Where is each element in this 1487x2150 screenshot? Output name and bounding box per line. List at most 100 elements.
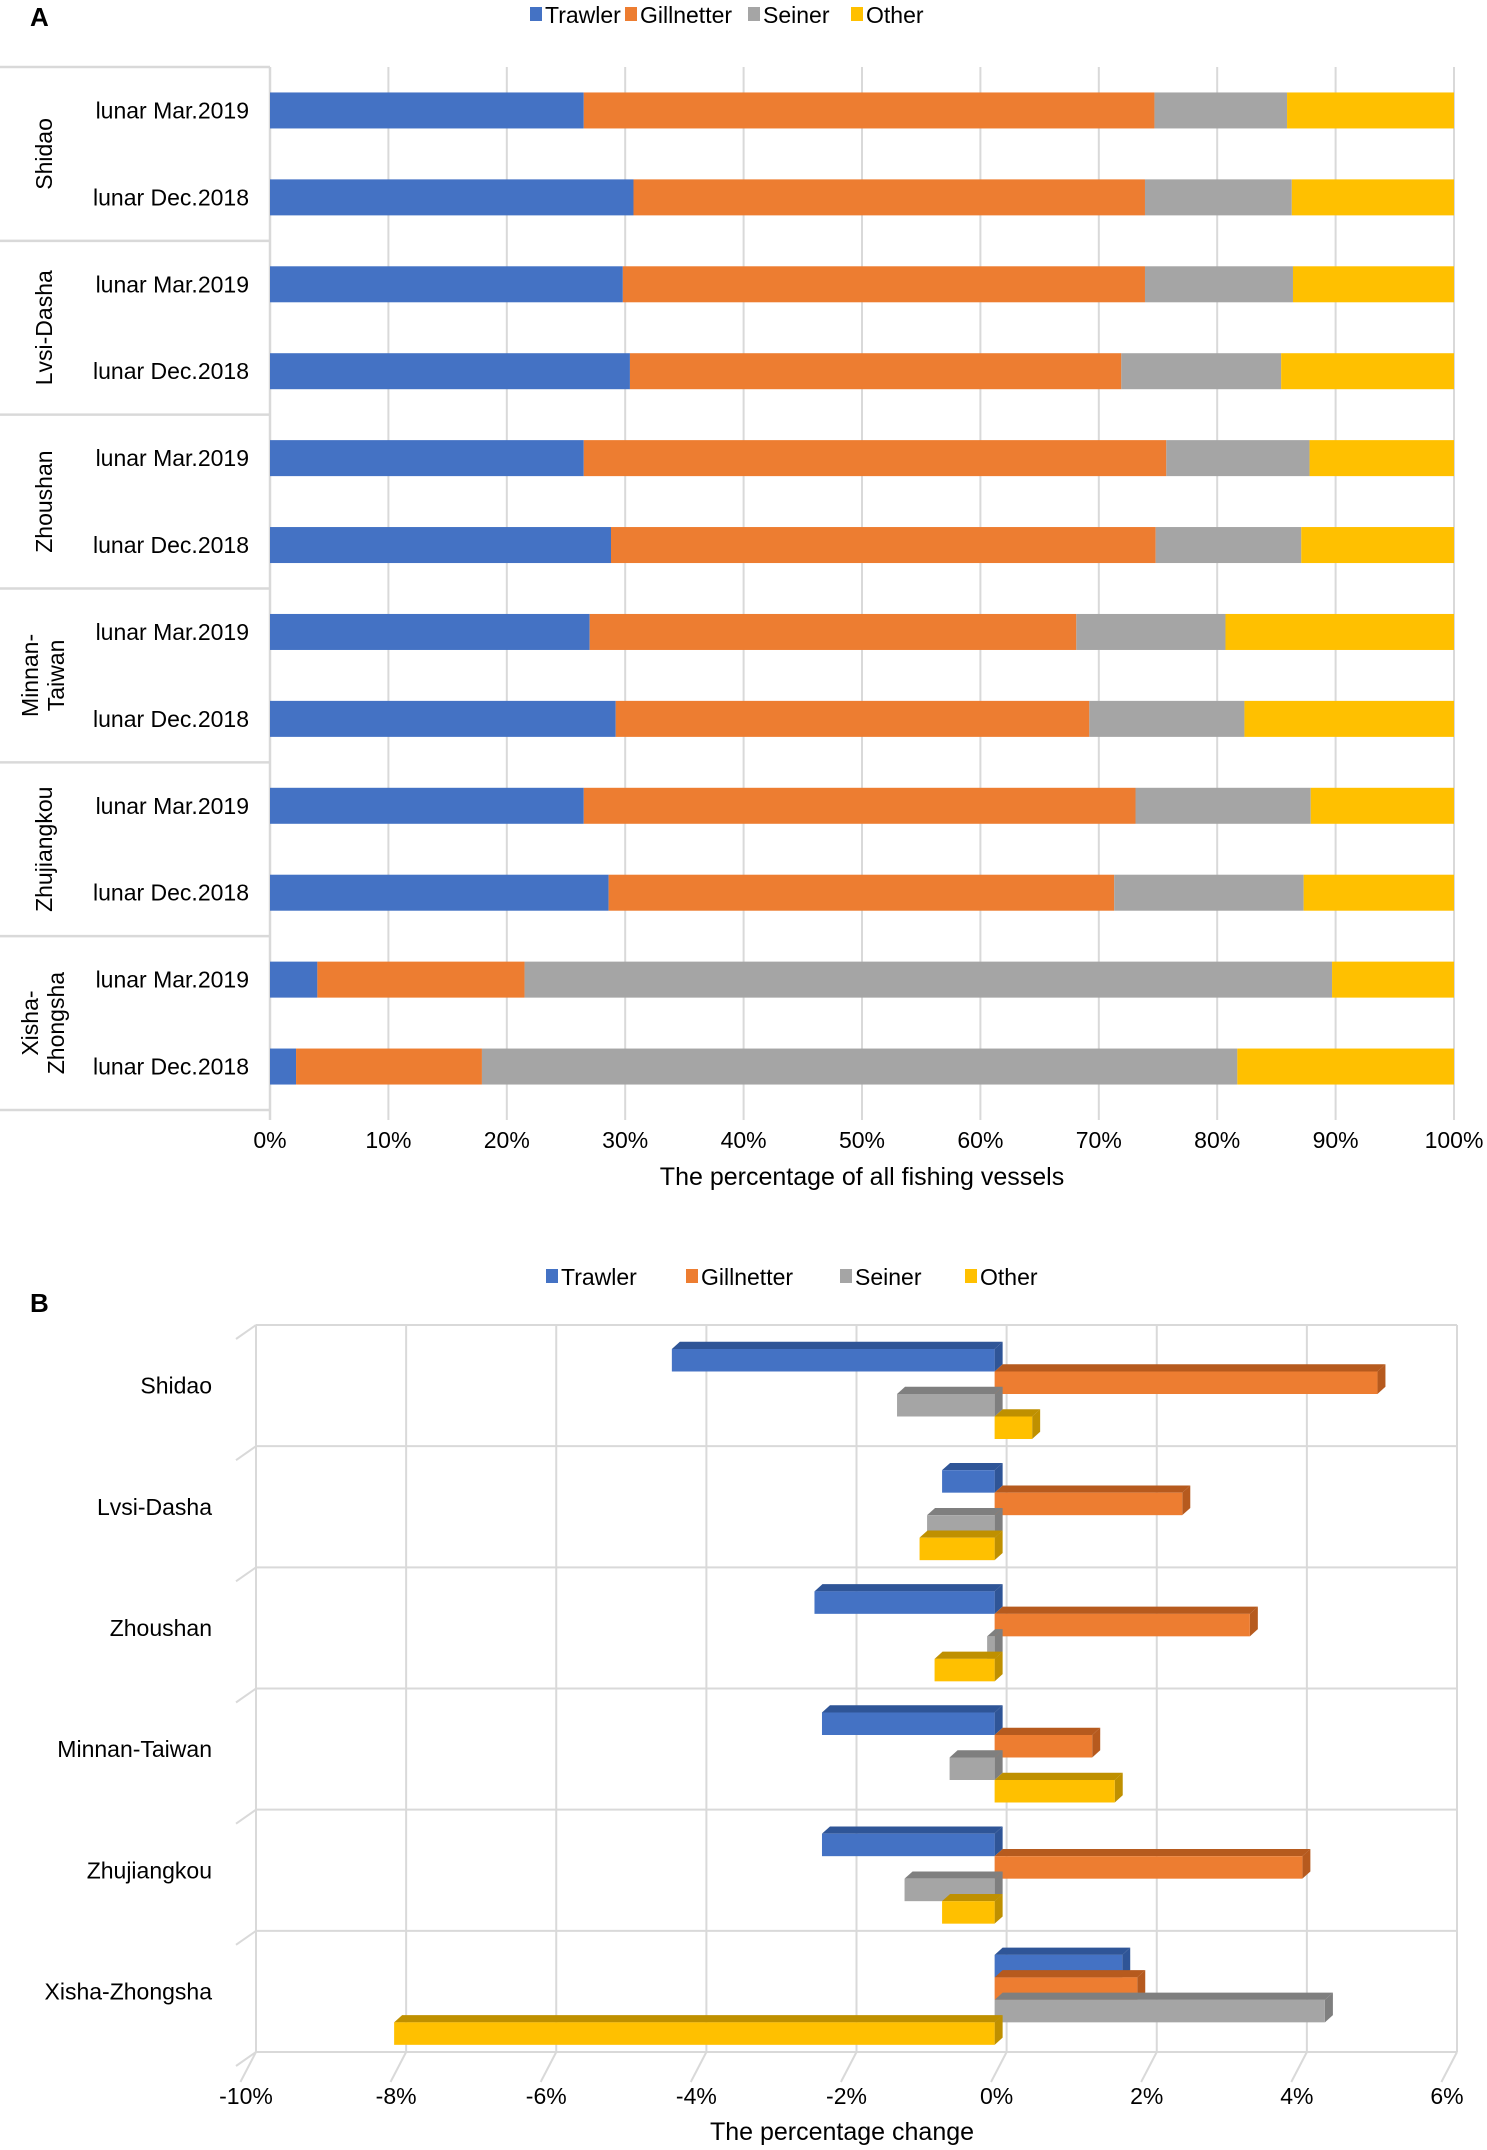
panel-label-a: A [30,2,49,32]
region-label-line: Minnan- [17,634,43,717]
x-tick-label: 2% [1130,2083,1163,2109]
side-wall-tick [235,1324,257,1340]
legend-item-trawler: Trawler [546,1264,637,1290]
x-tick-label: 0% [980,2083,1013,2109]
bars-a [270,92,1454,1085]
bar-front-face [897,1394,995,1417]
x-tick-label: 80% [1194,1127,1240,1153]
legend-item-trawler: Trawler [530,2,621,28]
bar-top-face [994,1606,1258,1614]
bar-lvsi-dasha-lunar-mar-2019-seiner [1144,266,1293,303]
bar-lvsi-dasha-lunar-mar-2019-gillnetter [622,266,1145,303]
category-label: Xisha-Zhongsha [45,1978,213,2004]
bar-xisha-zhongsha-lunar-dec-2018-seiner [481,1048,1238,1085]
side-wall-tick [235,1930,257,1946]
category-labels-a: Shidao lunar Mar.2019 lunar Dec.2018 Lvsi-D… [17,97,249,1079]
bar-shidao-lunar-dec-2018-gillnetter [633,179,1145,216]
bar-minnan-taiwan-lunar-dec-2018-gillnetter [615,700,1090,737]
legend-item-seiner: Seiner [840,1264,922,1290]
bar-zhoushan-lunar-dec-2018-trawler [270,527,611,564]
bar-front-face [394,2022,995,2045]
legend-a: Trawler Gillnetter Seiner Other [530,2,924,28]
bar-front-face [942,1901,995,1924]
bar-top-face [821,1826,1003,1834]
bar-front-face [994,1735,1093,1758]
floor-tick [1140,2051,1158,2083]
category-label: Shidao [140,1373,212,1399]
period-label: lunar Dec.2018 [93,880,249,906]
legend-swatch-other [851,7,863,21]
floor-tick [539,2051,558,2083]
bar-front-face [814,1591,995,1614]
x-tick-label: 40% [721,1127,767,1153]
region-label-line: Taiwan [43,640,69,712]
bar-side-face [1182,1485,1191,1516]
bar-shidao-lunar-mar-2019-seiner [1154,92,1288,129]
bar-front-face [987,1636,995,1659]
legend-swatch-seiner [748,7,760,21]
bar-minnan-taiwan-other [994,1772,1123,1803]
bar-xisha-zhongsha-lunar-mar-2019-trawler [270,961,318,998]
bar-zhoushan-lunar-dec-2018-seiner [1155,527,1302,564]
legend-label-seiner: Seiner [763,2,830,28]
region-label: Zhoushan [31,450,57,552]
legend-item-gillnetter: Gillnetter [625,2,732,28]
bar-side-face [994,1386,1003,1417]
bar-minnan-taiwan-gillnetter [994,1727,1101,1758]
period-label: lunar Dec.2018 [93,1054,249,1080]
bar-side-face [994,1530,1003,1561]
category-label: Lvsi-Dasha [97,1494,212,1520]
bar-side-face [994,1341,1003,1372]
legend-swatch-other [965,1269,977,1283]
bar-front-face [994,1371,1378,1394]
category-label: Zhujiangkou [87,1857,212,1883]
bar-shidao-seiner [897,1386,1003,1417]
x-tick-label: -8% [376,2083,417,2109]
legend-label-other: Other [980,1264,1038,1290]
bar-zhujiangkou-gillnetter [994,1848,1311,1879]
bar-top-face [987,1629,1003,1637]
bar-side-face [1122,1947,1131,1978]
bar-side-face [994,1651,1003,1682]
legend-swatch-gillnetter [686,1269,698,1283]
bar-top-face [994,1992,1333,2000]
bar-minnan-taiwan-lunar-dec-2018-other [1244,700,1454,737]
bar-lvsi-dasha-lunar-dec-2018-other [1281,353,1454,390]
bar-zhujiangkou-lunar-dec-2018-other [1303,874,1454,911]
bar-minnan-taiwan-trawler [821,1705,1003,1735]
period-label: lunar Dec.2018 [93,706,249,732]
bar-xisha-zhongsha-lunar-mar-2019-other [1332,961,1454,998]
x-tick-label: 60% [957,1127,1003,1153]
bar-minnan-taiwan-seiner [949,1750,1003,1780]
bar-lvsi-dasha-lunar-mar-2019-other [1292,266,1454,303]
bar-top-face [671,1341,1003,1349]
bars-b [394,1341,1386,2045]
bar-top-face [994,1409,1041,1417]
bar-minnan-taiwan-lunar-dec-2018-seiner [1089,700,1245,737]
bar-side-face [1114,1772,1123,1803]
x-axis-title-b: The percentage change [710,2118,974,2146]
bar-lvsi-dasha-gillnetter [994,1485,1191,1516]
bar-zhujiangkou-trawler [821,1826,1003,1857]
legend-label-gillnetter: Gillnetter [640,2,732,28]
bar-side-face [994,1507,1003,1538]
legend-swatch-gillnetter [625,7,637,21]
bar-zhujiangkou-lunar-mar-2019-seiner [1135,787,1311,824]
bar-top-face [904,1871,1003,1879]
bar-zhujiangkou-lunar-dec-2018-seiner [1114,874,1304,911]
x-tick-label: 6% [1430,2083,1463,2109]
period-label: lunar Mar.2019 [96,271,249,297]
bar-zhujiangkou-lunar-mar-2019-trawler [270,787,584,824]
legend-label-other: Other [866,2,924,28]
bar-zhoushan-gillnetter [994,1606,1258,1637]
bar-zhoushan-lunar-mar-2019-trawler [270,440,584,477]
bar-zhoushan-lunar-mar-2019-other [1309,440,1454,477]
period-label: lunar Mar.2019 [96,445,249,471]
bar-top-face [814,1584,1003,1592]
floor-tick [1290,2051,1308,2083]
x-tick-label: 0% [253,1127,286,1153]
bar-lvsi-dasha-lunar-dec-2018-seiner [1121,353,1282,390]
panel-a: A Trawler Gillnetter Seiner Other 0% 10% 20% 3… [0,2,1483,1191]
bar-xisha-zhongsha-lunar-dec-2018-other [1237,1048,1454,1085]
